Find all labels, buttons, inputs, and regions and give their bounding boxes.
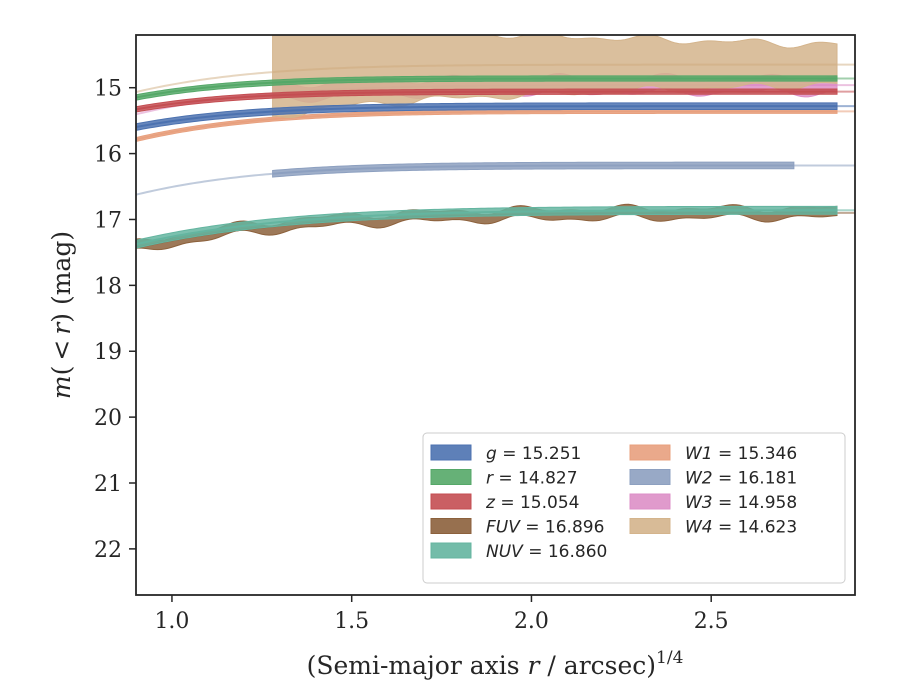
x-tick-label: 1.5 <box>334 609 369 634</box>
y-tick-label: 18 <box>94 274 122 299</box>
y-axis-title: m(<r) (mag) <box>47 231 76 399</box>
legend-item-w1: W1 = 15.346 <box>629 444 797 464</box>
series-w1-line <box>136 110 838 141</box>
series-nuv-line <box>136 209 838 246</box>
legend-swatch <box>629 493 671 510</box>
legend-item-z: z = 15.054 <box>430 493 579 513</box>
legend-label: FUV = 16.896 <box>486 518 604 538</box>
y-tick-label: 17 <box>94 208 122 233</box>
y-tick-label: 15 <box>94 77 122 102</box>
series-w2 <box>136 161 855 196</box>
series-r <box>136 75 855 101</box>
legend: g = 15.251 r = 14.827 z = 15.054 FUV = 16.8… <box>422 432 846 584</box>
y-tick-label: 20 <box>94 406 122 431</box>
series-nuv <box>136 205 855 249</box>
x-axis-title: (Semi-major axis r / arcsec)1/4 <box>307 648 684 680</box>
legend-item-nuv: NUV = 16.860 <box>430 542 607 562</box>
legend-item-w4: W4 = 14.623 <box>629 518 797 538</box>
legend-swatch <box>430 518 472 534</box>
legend-swatch <box>430 542 472 559</box>
legend-item-g: g = 15.251 <box>430 444 581 464</box>
series-g-band <box>136 102 838 131</box>
series-r-line <box>136 77 838 99</box>
legend-swatch <box>629 518 671 534</box>
series-g <box>136 102 855 131</box>
x-tick-label: 2.5 <box>694 609 729 634</box>
legend-label: r = 14.827 <box>486 469 578 489</box>
series-w4-line <box>272 63 838 74</box>
data-series <box>136 35 855 251</box>
legend-label: W2 = 16.181 <box>685 469 797 489</box>
legend-label: W1 = 15.346 <box>685 444 797 464</box>
legend-swatch <box>430 469 472 485</box>
legend-item-w2: W2 = 16.181 <box>629 469 797 489</box>
series-z <box>136 88 855 113</box>
legend-label: z = 15.054 <box>485 493 579 513</box>
y-tick-label: 16 <box>94 143 122 168</box>
y-tick-label: 21 <box>94 472 122 497</box>
plot-frame <box>135 34 856 596</box>
legend-swatch <box>629 444 671 461</box>
x-tick-label: 2.0 <box>514 609 549 634</box>
legend-swatch <box>430 444 472 461</box>
series-g-line <box>136 105 838 129</box>
y-axis: 15 16 17 18 19 20 21 22 <box>94 77 136 563</box>
series-w4-inner-line <box>136 71 273 94</box>
series-w1 <box>136 108 855 143</box>
y-tick-label: 22 <box>94 538 122 563</box>
series-z-line <box>136 90 838 111</box>
legend-item-r: r = 14.827 <box>430 469 578 489</box>
y-tick-label: 19 <box>94 340 122 365</box>
legend-label: NUV = 16.860 <box>486 542 607 562</box>
legend-label: W3 = 14.958 <box>685 493 797 513</box>
legend-item-w3: W3 = 14.958 <box>629 493 797 513</box>
x-tick-label: 1.0 <box>154 609 189 634</box>
legend-label: g = 15.251 <box>486 444 581 464</box>
x-axis: 1.0 1.5 2.0 2.5 <box>154 595 729 634</box>
legend-swatch <box>430 493 472 510</box>
series-w2-line <box>272 164 794 175</box>
legend-swatch <box>629 469 671 485</box>
series-w2-inner-line <box>136 172 273 196</box>
series-nuv-band <box>136 205 838 249</box>
legend-item-fuv: FUV = 16.896 <box>430 518 604 538</box>
legend-label: W4 = 14.623 <box>685 518 797 538</box>
